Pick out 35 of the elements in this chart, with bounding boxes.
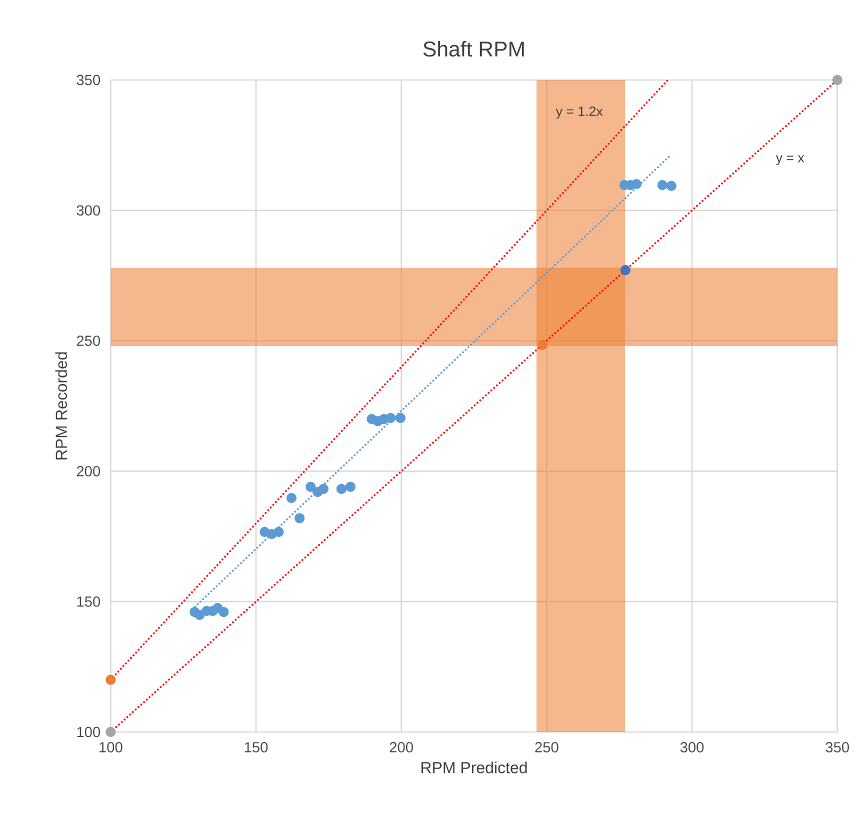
x-tick-label: 300 bbox=[680, 742, 704, 752]
annotation: y = x bbox=[776, 155, 804, 166]
point bbox=[345, 482, 356, 492]
x-tick-label: 350 bbox=[826, 742, 849, 752]
y-tick-label: 300 bbox=[76, 205, 100, 216]
point bbox=[620, 265, 631, 276]
point bbox=[832, 74, 842, 86]
point bbox=[336, 484, 347, 494]
y-tick-label: 200 bbox=[76, 466, 100, 476]
point bbox=[657, 180, 668, 190]
point bbox=[631, 178, 642, 190]
y-tick-label: 350 bbox=[76, 74, 100, 86]
x-tick-label: 150 bbox=[244, 742, 268, 752]
annotation: y = 1.2x bbox=[556, 106, 603, 119]
point bbox=[306, 482, 316, 492]
point bbox=[106, 674, 116, 685]
point bbox=[106, 726, 116, 738]
x-tick-label: 250 bbox=[535, 742, 558, 752]
x-axis-title: RPM Predicted bbox=[422, 762, 527, 774]
y-axis-title: RPM Recorded bbox=[55, 352, 67, 460]
y-tick-label: 150 bbox=[77, 596, 100, 607]
chart-title: Shaft RPM bbox=[423, 40, 524, 57]
y-tick-label: 100 bbox=[77, 726, 100, 738]
y-tick-label: 250 bbox=[76, 336, 100, 346]
point bbox=[294, 513, 305, 524]
point bbox=[538, 340, 548, 350]
point bbox=[666, 180, 676, 191]
x-tick-label: 200 bbox=[390, 742, 413, 752]
point bbox=[386, 412, 396, 424]
point bbox=[318, 484, 329, 494]
point bbox=[286, 492, 297, 504]
point bbox=[395, 412, 406, 424]
x-tick-label: 100 bbox=[100, 742, 122, 752]
point bbox=[218, 606, 229, 618]
point bbox=[274, 526, 284, 538]
